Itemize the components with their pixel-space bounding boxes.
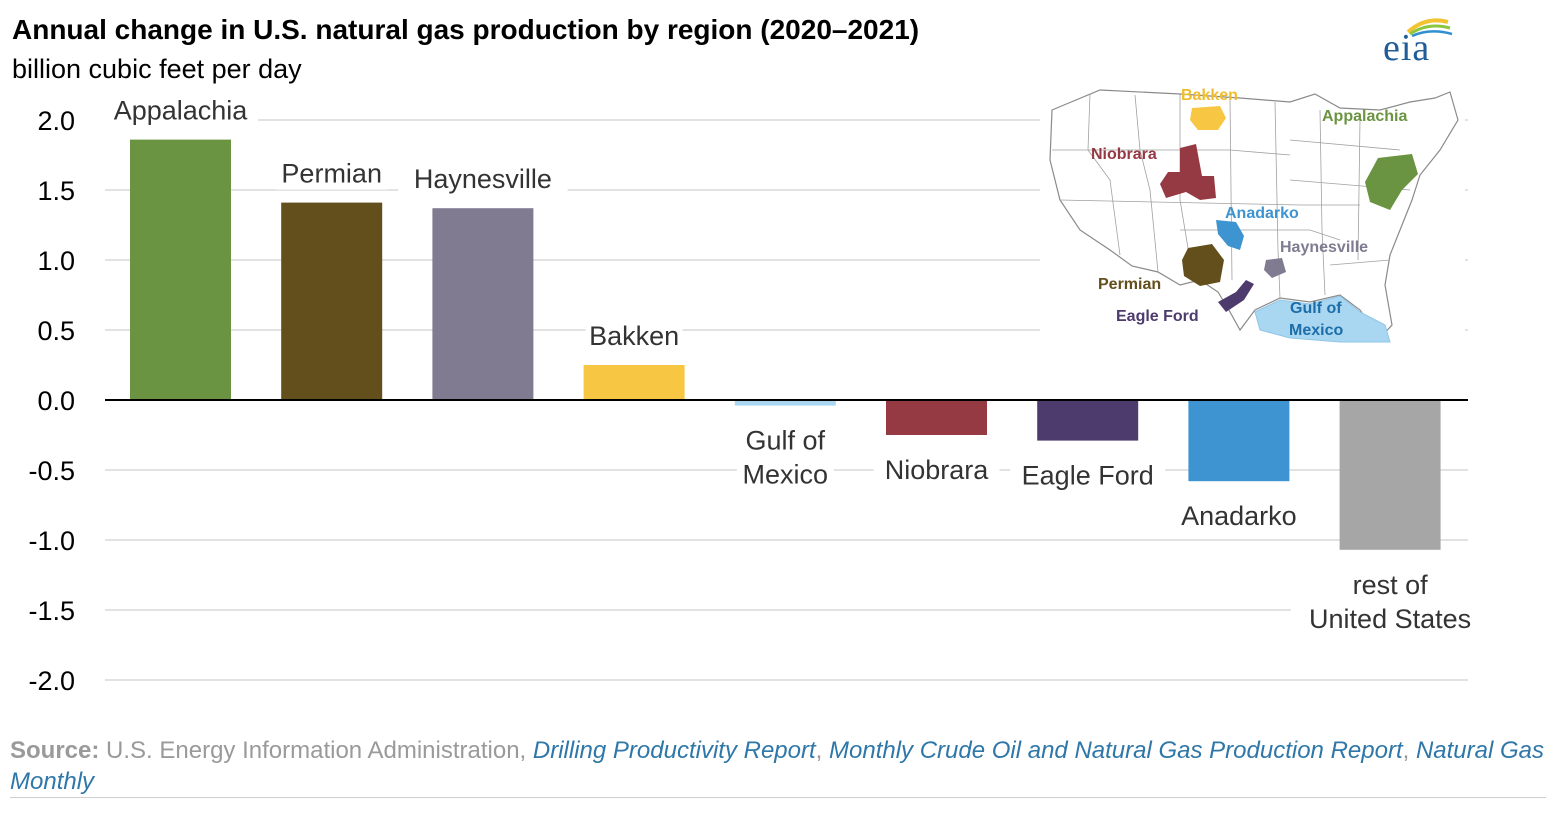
- bar: [1037, 400, 1139, 441]
- bar: [1339, 400, 1441, 550]
- map-label-permian: Permian: [1098, 276, 1161, 293]
- y-tick-label: -1.5: [28, 596, 75, 626]
- bar-label-background: [1290, 601, 1490, 635]
- source-link-drilling-productivity[interactable]: Drilling Productivity Report: [532, 737, 816, 764]
- y-tick-label: -2.0: [28, 666, 75, 696]
- source-link-natural-gas-monthly[interactable]: Natural Gas Monthly: [10, 737, 1545, 795]
- bar-category-label: United States: [1309, 604, 1471, 634]
- bakken-region: [1190, 106, 1226, 130]
- map-label-gulf-line1: Gulf of: [1290, 300, 1342, 317]
- eagle-ford-region: [1218, 280, 1254, 312]
- y-tick-label: 1.0: [37, 246, 75, 276]
- map-label-niobrara: Niobrara: [1091, 146, 1157, 163]
- bar-category-label: Eagle Ford: [1022, 461, 1154, 491]
- bar-label-background: [398, 162, 568, 196]
- chart-title: Annual change in U.S. natural gas produc…: [12, 14, 920, 45]
- bar-category-label: Bakken: [589, 321, 679, 351]
- bar-label-background: [103, 93, 258, 127]
- bar-label-background: [736, 457, 834, 491]
- niobrara-region: [1160, 144, 1216, 200]
- map-label-haynesville: Haynesville: [1280, 239, 1368, 256]
- source-separator: ,: [815, 737, 829, 764]
- bars: [130, 139, 1441, 550]
- y-tick-label: 2.0: [37, 106, 75, 136]
- map-label-gulf-line2: Mexico: [1289, 322, 1343, 339]
- bar-label-background: [585, 319, 683, 352]
- bar: [281, 202, 383, 400]
- us-region-map: Bakken Niobrara Appalachia Anadarko Hayn…: [1040, 80, 1465, 345]
- map-label-anadarko: Anadarko: [1225, 205, 1299, 222]
- bar: [1188, 400, 1290, 482]
- y-tick-label: -0.5: [28, 456, 75, 486]
- source-separator-2: ,: [1402, 737, 1416, 764]
- permian-region: [1182, 244, 1224, 286]
- bar-category-label: Mexico: [743, 460, 829, 490]
- bar: [432, 208, 534, 400]
- y-axis-ticks: 2.0 1.5 1.0 0.5 0.0 -0.5 -1.0 -1.5 -2.0: [28, 106, 75, 696]
- map-label-eagle-ford: Eagle Ford: [1116, 308, 1199, 325]
- chart-subtitle: billion cubic feet per day: [12, 54, 302, 84]
- appalachia-region: [1365, 154, 1418, 210]
- map-label-bakken: Bakken: [1181, 87, 1238, 104]
- haynesville-region: [1264, 258, 1286, 278]
- bar-label-background: [1010, 458, 1166, 492]
- map-label-appalachia: Appalachia: [1322, 108, 1407, 125]
- y-tick-label: 1.5: [37, 176, 75, 206]
- bar: [130, 139, 231, 400]
- eia-logo-arcs: [1406, 18, 1453, 38]
- bar-category-label: rest of: [1353, 570, 1429, 600]
- y-tick-label: -1.0: [28, 526, 75, 556]
- bar-label-background: [1175, 499, 1302, 533]
- anadarko-region: [1216, 220, 1244, 250]
- source-note: Source: U.S. Energy Information Administ…: [10, 735, 1550, 797]
- bar-label-background: [873, 453, 1000, 486]
- bar-category-label: Anadarko: [1181, 501, 1297, 531]
- bar-category-label: Gulf of: [746, 426, 826, 456]
- eia-logo: eia: [1383, 27, 1431, 69]
- bar: [886, 400, 987, 435]
- bar-category-label: Haynesville: [414, 164, 552, 194]
- bar-label-background: [729, 423, 842, 457]
- bar-category-label: Appalachia: [114, 96, 249, 126]
- bar-category-label: Permian: [281, 159, 382, 189]
- bar-label-background: [275, 156, 388, 190]
- bar: [734, 400, 836, 406]
- gulf-of-mexico-region: [1254, 295, 1391, 343]
- source-link-monthly-crude[interactable]: Monthly Crude Oil and Natural Gas Produc…: [829, 737, 1403, 764]
- footer-divider: [10, 797, 1546, 798]
- source-label: Source:: [10, 737, 100, 764]
- source-text: U.S. Energy Information Administration,: [99, 737, 533, 764]
- bar-category-label: Niobrara: [885, 455, 990, 485]
- bar-labels: Appalachia Permian Haynesville Bakken Gulf o…: [103, 93, 1490, 635]
- bar: [583, 365, 685, 400]
- y-tick-label: 0.5: [37, 316, 75, 346]
- y-tick-label: 0.0: [37, 386, 75, 416]
- bar-label-background: [1334, 567, 1446, 601]
